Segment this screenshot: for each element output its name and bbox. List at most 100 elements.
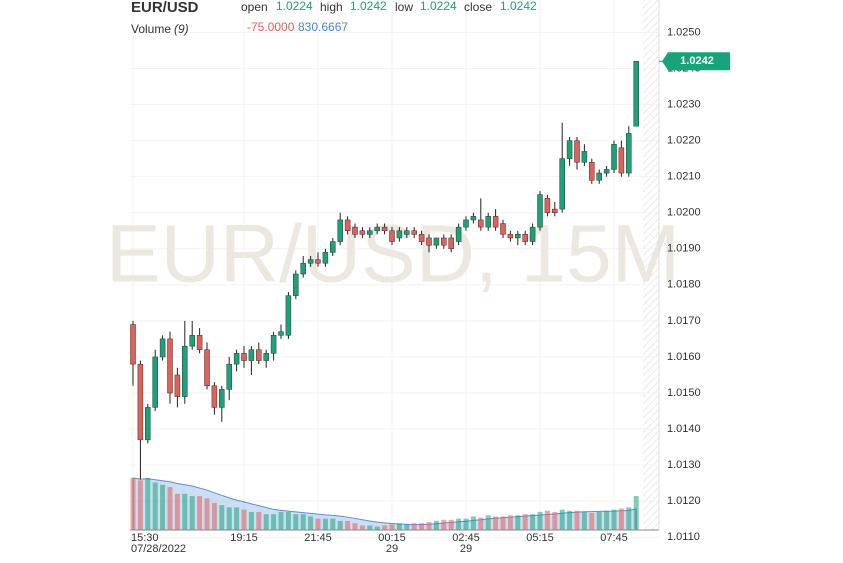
volume-bar	[315, 518, 321, 530]
y-tick-label: 1.0230	[667, 98, 701, 110]
volume-period: (9)	[174, 22, 189, 36]
candle-body	[522, 234, 528, 242]
candle-body	[507, 234, 514, 239]
high-value: 1.0242	[350, 0, 387, 13]
y-tick-label: 1.0110	[667, 531, 700, 543]
candle-body	[278, 331, 284, 336]
y-tick-label: 1.0250	[667, 26, 701, 38]
y-tick-label: 1.0160	[667, 351, 701, 363]
volume-bar	[470, 516, 476, 530]
x-tick-label: 19:15	[230, 532, 258, 544]
volume-bar	[396, 523, 402, 530]
volume-bar	[426, 522, 432, 530]
symbol-title: EUR/USD	[131, 0, 199, 16]
candle-body	[337, 219, 343, 242]
candle-body	[463, 219, 469, 228]
volume-bar	[367, 525, 373, 530]
x-tick-label: 15:30	[131, 532, 159, 544]
candle-body	[233, 353, 240, 365]
volume-bar	[478, 517, 484, 530]
volume-bar	[322, 518, 328, 530]
candle-body	[418, 234, 425, 242]
volume-bar	[589, 513, 595, 530]
volume-ma-value: 830.6667	[298, 20, 348, 34]
volume-title: Volume	[131, 22, 171, 36]
candle-body	[196, 335, 203, 350]
candle-body	[145, 407, 151, 441]
volume-bar	[130, 478, 136, 530]
volume-bar	[345, 520, 351, 530]
candle-body	[167, 338, 173, 394]
candle-body	[352, 226, 358, 235]
candle-body	[159, 338, 166, 358]
volume-bar	[419, 523, 425, 530]
volume-bar	[137, 480, 143, 530]
volume-bar	[278, 511, 284, 530]
last-price-tag	[662, 52, 730, 71]
volume-bar	[197, 496, 203, 530]
candle-body	[455, 226, 462, 242]
y-tick-label: 1.0170	[667, 315, 701, 327]
volume-bar	[544, 510, 550, 530]
volume-bar	[256, 511, 262, 530]
volume-bar	[241, 509, 247, 530]
candle-body	[618, 147, 625, 174]
candle-body	[559, 158, 565, 210]
candle-body	[596, 172, 602, 181]
candle-body	[485, 216, 491, 228]
close-value: 1.0242	[500, 0, 537, 13]
low-value: 1.0224	[420, 0, 457, 13]
candle-body	[544, 198, 551, 213]
candle-body	[256, 349, 262, 361]
candle-body	[611, 143, 617, 170]
candle-body	[574, 140, 580, 163]
y-tick-label: 1.0200	[667, 207, 701, 219]
volume-bar	[382, 525, 388, 530]
volume-bar	[167, 487, 173, 530]
volume-bar	[145, 478, 151, 530]
candle-body	[344, 219, 351, 231]
candle-body	[263, 353, 269, 361]
low-label: low	[395, 0, 413, 14]
volume-bar	[330, 518, 336, 530]
candle-body	[581, 151, 588, 163]
volume-bar	[515, 515, 521, 530]
candle-body	[448, 237, 454, 250]
volume-bar	[248, 511, 254, 530]
candle-body	[515, 234, 521, 239]
candle-body	[374, 226, 380, 231]
volume-bar	[285, 511, 291, 530]
y-tick-label: 1.0120	[667, 495, 701, 507]
y-tick-label: 1.0180	[667, 279, 701, 291]
x-tick-label: 05:15	[526, 532, 554, 544]
candle-body	[389, 230, 395, 242]
candle-body	[441, 237, 447, 246]
volume-bar	[507, 515, 513, 530]
x-tick-sublabel: 29	[460, 543, 472, 555]
candle-body	[426, 237, 432, 246]
volume-bar	[433, 520, 439, 530]
candle-body	[270, 335, 277, 354]
candle-body	[182, 345, 188, 397]
volume-bar	[522, 514, 528, 530]
candle-body	[367, 230, 373, 235]
y-tick-label: 1.0140	[667, 423, 701, 435]
volume-bar	[567, 510, 573, 530]
candle-body	[307, 259, 314, 264]
y-tick-label: 1.0190	[667, 243, 701, 255]
y-tick-label: 1.0220	[667, 135, 701, 147]
candle-body	[359, 230, 366, 235]
candle-body	[529, 226, 536, 242]
future-area	[643, 0, 659, 530]
candle-body	[603, 169, 610, 174]
volume-bar	[374, 526, 380, 530]
x-tick-label: 07:45	[600, 532, 628, 544]
volume-bar	[308, 516, 314, 530]
volume-bar	[559, 509, 565, 530]
candle-body	[322, 252, 329, 264]
candle-body	[478, 219, 484, 228]
volume-bar	[182, 493, 188, 530]
high-label: high	[320, 0, 343, 14]
candle-body	[589, 161, 595, 181]
candle-body	[219, 389, 225, 408]
